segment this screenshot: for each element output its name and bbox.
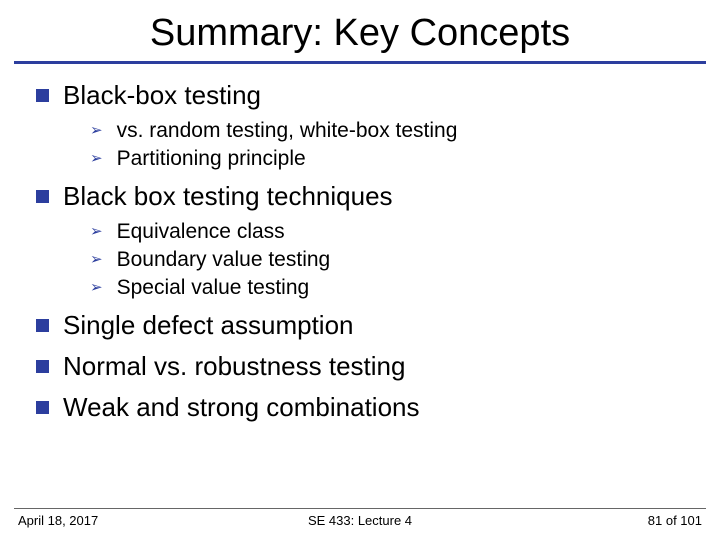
- bullet-text: Black-box testing: [63, 78, 261, 113]
- title-rule: [14, 61, 706, 64]
- square-bullet-icon: [36, 401, 49, 414]
- square-bullet-icon: [36, 89, 49, 102]
- sub-bullet-text: Partitioning principle: [117, 145, 306, 172]
- sub-bullet-text: vs. random testing, white-box testing: [117, 117, 458, 144]
- bullet-item: Normal vs. robustness testing: [36, 349, 692, 384]
- bullet-item: Single defect assumption: [36, 308, 692, 343]
- square-bullet-icon: [36, 360, 49, 373]
- footer-date: April 18, 2017: [18, 513, 246, 528]
- sub-bullet-item: ➢ Special value testing: [90, 274, 692, 301]
- sub-bullet-text: Boundary value testing: [117, 246, 331, 273]
- footer-course: SE 433: Lecture 4: [246, 513, 474, 528]
- slide-content: Black-box testing ➢ vs. random testing, …: [0, 78, 720, 425]
- arrow-icon: ➢: [90, 250, 103, 270]
- square-bullet-icon: [36, 319, 49, 332]
- sub-bullet-item: ➢ Boundary value testing: [90, 246, 692, 273]
- arrow-icon: ➢: [90, 121, 103, 141]
- bullet-item: Black box testing techniques: [36, 179, 692, 214]
- sub-list: ➢ vs. random testing, white-box testing …: [36, 117, 692, 173]
- arrow-icon: ➢: [90, 222, 103, 242]
- bullet-text: Weak and strong combinations: [63, 390, 420, 425]
- sub-list: ➢ Equivalence class ➢ Boundary value tes…: [36, 218, 692, 302]
- sub-bullet-item: ➢ Equivalence class: [90, 218, 692, 245]
- sub-bullet-item: ➢ vs. random testing, white-box testing: [90, 117, 692, 144]
- bullet-item: Black-box testing: [36, 78, 692, 113]
- bullet-item: Weak and strong combinations: [36, 390, 692, 425]
- arrow-icon: ➢: [90, 149, 103, 169]
- bullet-text: Normal vs. robustness testing: [63, 349, 405, 384]
- sub-bullet-text: Equivalence class: [117, 218, 285, 245]
- bullet-text: Black box testing techniques: [63, 179, 393, 214]
- bullet-text: Single defect assumption: [63, 308, 354, 343]
- slide-footer: April 18, 2017 SE 433: Lecture 4 81 of 1…: [0, 508, 720, 530]
- arrow-icon: ➢: [90, 278, 103, 298]
- sub-bullet-text: Special value testing: [117, 274, 310, 301]
- sub-bullet-item: ➢ Partitioning principle: [90, 145, 692, 172]
- square-bullet-icon: [36, 190, 49, 203]
- footer-page-number: 81 of 101: [474, 513, 702, 528]
- footer-rule: [14, 508, 706, 509]
- slide-title: Summary: Key Concepts: [0, 12, 720, 55]
